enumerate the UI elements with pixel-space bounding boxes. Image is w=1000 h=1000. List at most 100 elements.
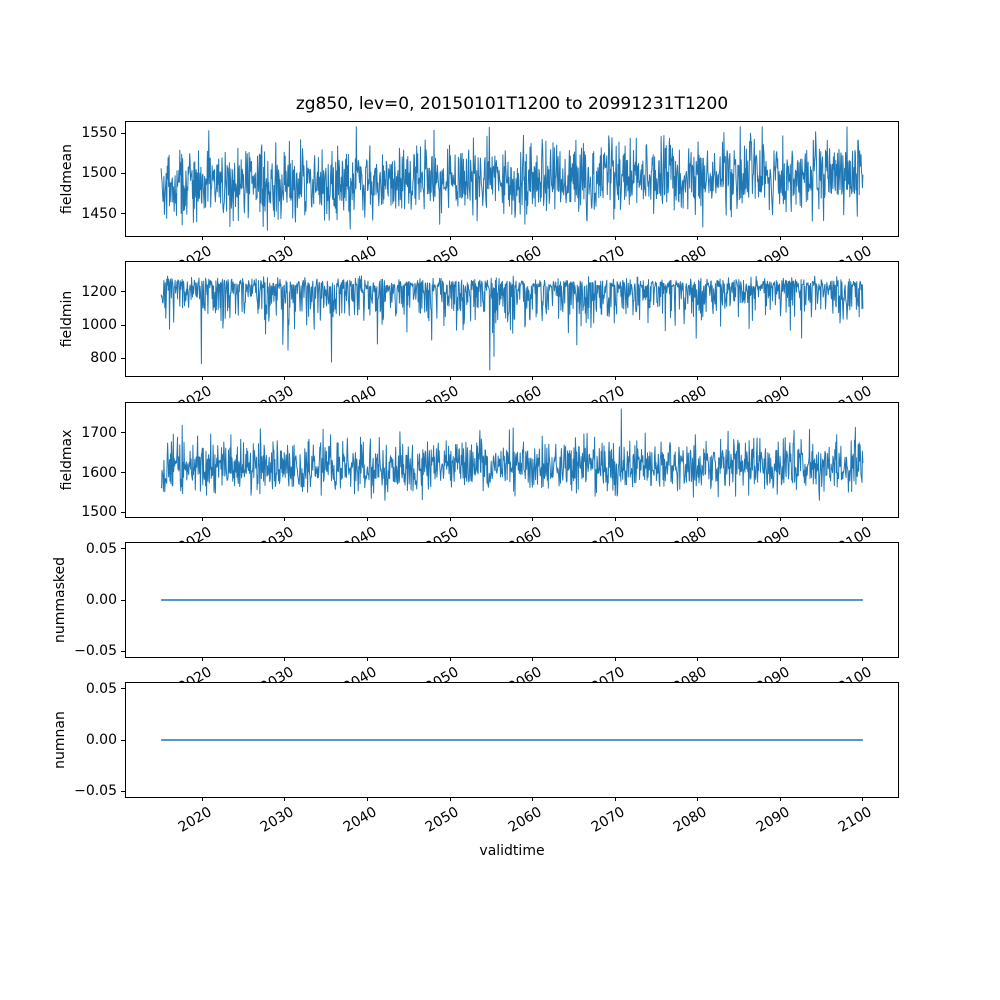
data-line-nummasked (161, 599, 863, 601)
x-tick-mark (779, 376, 781, 380)
x-tick-mark (697, 517, 699, 521)
y-tick-label: 0.05 (85, 540, 117, 557)
y-tick-mark (121, 739, 125, 741)
y-axis-label-numnan: numnan (52, 711, 68, 769)
y-tick-mark (121, 291, 125, 293)
x-axis-label: validtime (479, 843, 545, 859)
x-tick-mark (449, 657, 451, 661)
y-tick-mark (121, 357, 125, 359)
x-tick-mark (284, 657, 286, 661)
y-tick-label: 1200 (81, 283, 117, 300)
y-tick-label: 0.05 (85, 680, 117, 697)
subplot-nummasked: nummasked 0.05 0.00 −0.05 2020 2030 2040 2050 2… (52, 541, 899, 696)
x-tick-mark (862, 376, 864, 380)
y-tick-mark (121, 650, 125, 652)
x-tick-mark (614, 236, 616, 240)
data-line-fieldmean (160, 126, 864, 231)
x-tick-mark (862, 517, 864, 521)
x-tick-mark (201, 376, 203, 380)
subplot-fieldmax: fieldmax 1700 1600 1500 2020 2030 2040 2050 206… (59, 402, 899, 556)
y-axis-label-nummasked: nummasked (52, 556, 68, 644)
chart-title: zg850, lev=0, 20150101T1200 to 20991231T… (295, 94, 729, 114)
y-tick-label: 1450 (81, 205, 117, 222)
x-tick-label: 2070 (588, 804, 628, 836)
x-tick-mark (779, 517, 781, 521)
y-tick-label: 1500 (81, 504, 117, 521)
x-tick-mark (532, 657, 534, 661)
x-tick-mark (201, 657, 203, 661)
x-tick-mark (201, 797, 203, 801)
y-tick-label: 1000 (81, 317, 117, 334)
x-tick-mark (697, 236, 699, 240)
data-line-fieldmax (160, 408, 864, 501)
x-tick-mark (862, 236, 864, 240)
x-tick-label: 2080 (670, 804, 710, 836)
x-tick-mark (697, 376, 699, 380)
y-tick-label: 0.00 (85, 592, 117, 608)
y-tick-mark (121, 432, 125, 434)
y-tick-mark (121, 324, 125, 326)
y-tick-label: 1500 (81, 165, 117, 182)
x-tick-mark (367, 797, 368, 801)
x-tick-mark (367, 236, 368, 240)
subplot-fieldmin: fieldmin 1200 1000 800 2020 2030 2040 2050 2060… (59, 261, 899, 415)
y-tick-label: 1600 (81, 464, 117, 481)
data-line-fieldmin (160, 275, 864, 371)
x-tick-mark (779, 236, 781, 240)
x-tick-mark (532, 797, 534, 801)
x-tick-mark (532, 376, 534, 380)
y-tick-mark (121, 172, 125, 174)
y-tick-label: −0.05 (74, 783, 117, 800)
x-tick-mark (284, 376, 286, 380)
y-axis-label-fieldmax: fieldmax (59, 429, 75, 491)
data-line-numnan (161, 739, 863, 741)
y-tick-label: 1550 (81, 125, 117, 142)
y-tick-label: 1700 (81, 424, 117, 441)
y-tick-label: −0.05 (74, 643, 117, 660)
y-tick-mark (121, 790, 125, 792)
x-tick-mark (697, 657, 699, 661)
x-tick-mark (201, 236, 203, 240)
x-tick-mark (614, 657, 616, 661)
x-tick-label: 2090 (753, 804, 793, 836)
y-tick-mark (121, 132, 125, 134)
y-tick-mark (121, 472, 125, 473)
x-tick-mark (367, 376, 368, 380)
x-tick-mark (862, 797, 864, 801)
y-tick-mark (121, 599, 125, 601)
y-tick-mark (121, 213, 125, 215)
x-tick-label: 2020 (175, 804, 215, 836)
y-axis-label-fieldmean: fieldmean (59, 144, 75, 214)
y-axis-label-fieldmin: fieldmin (59, 290, 75, 348)
x-tick-mark (532, 517, 534, 521)
y-tick-mark (121, 688, 125, 690)
y-tick-mark (121, 511, 125, 513)
x-tick-mark (779, 657, 781, 661)
x-tick-mark (449, 797, 451, 801)
x-tick-mark (862, 657, 864, 661)
subplot-numnan: numnan 0.05 0.00 −0.05 2020 2030 2040 2050 2060… (52, 681, 899, 836)
x-tick-mark (284, 236, 286, 240)
y-tick-mark (121, 548, 125, 550)
x-tick-mark (367, 517, 368, 521)
x-tick-mark (697, 797, 699, 801)
x-tick-label: 2040 (340, 804, 380, 836)
x-tick-mark (532, 236, 534, 240)
x-tick-label: 2030 (258, 804, 297, 836)
x-tick-mark (201, 517, 203, 521)
x-tick-label: 2100 (836, 804, 875, 836)
x-tick-mark (367, 657, 368, 661)
x-tick-mark (284, 517, 286, 521)
x-tick-mark (449, 236, 451, 240)
y-tick-label: 0.00 (85, 732, 117, 748)
x-tick-mark (614, 517, 616, 521)
x-tick-mark (614, 376, 616, 380)
x-tick-mark (449, 517, 451, 521)
y-tick-label: 800 (90, 350, 117, 367)
x-tick-mark (614, 797, 616, 801)
x-tick-label: 2060 (505, 804, 545, 836)
x-tick-mark (779, 797, 781, 801)
x-tick-mark (284, 797, 286, 801)
x-tick-label: 2050 (423, 804, 463, 836)
